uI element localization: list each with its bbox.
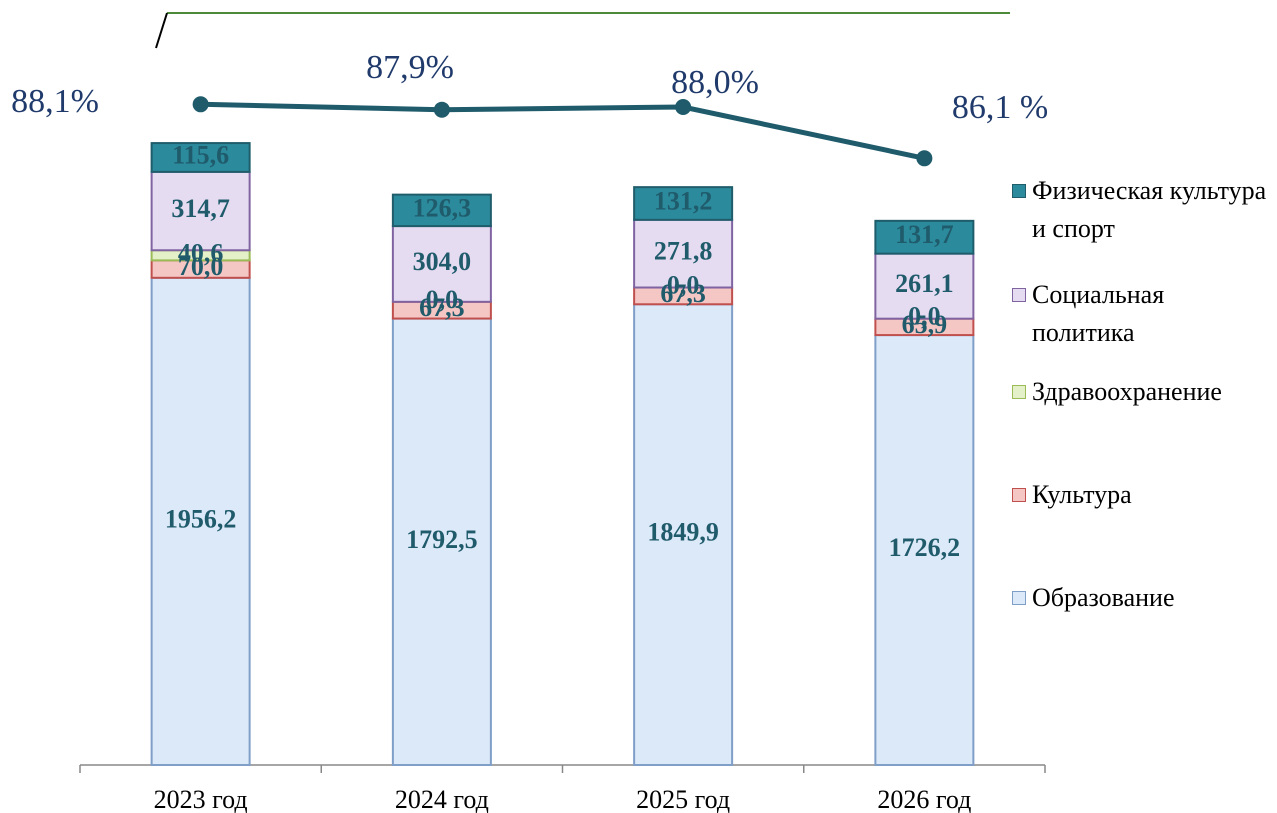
- data-label: 261,1: [895, 269, 954, 298]
- line-point: [675, 99, 692, 115]
- bar-segment: [150, 276, 251, 766]
- data-label: 115,6: [172, 140, 229, 169]
- legend-swatch: [1012, 488, 1026, 502]
- x-tick-label: 2023 год: [154, 785, 248, 813]
- legend-label: Здравоохранение: [1032, 377, 1222, 406]
- decor-slash: [155, 12, 168, 49]
- x-tick-label: 2026 год: [877, 785, 971, 813]
- data-label: 0,0: [908, 302, 941, 331]
- data-label: 67,3: [660, 279, 706, 308]
- x-tick-label: 2025 год: [636, 785, 730, 813]
- line-label: 87,9%: [366, 49, 454, 86]
- legend-item: Физическая культура и спорт: [1012, 172, 1272, 248]
- bar-segment: [391, 317, 492, 766]
- line-label: 86,1 %: [952, 89, 1048, 126]
- bar-segment: [874, 252, 975, 320]
- data-label: 65,9: [902, 310, 948, 339]
- legend-swatch: [1012, 591, 1026, 605]
- data-label: 126,3: [413, 193, 472, 222]
- legend-label: Культура: [1032, 480, 1132, 509]
- data-label: 131,7: [895, 220, 954, 249]
- legend-swatch: [1012, 385, 1026, 399]
- bar-segment: [391, 225, 492, 303]
- data-label: 0,0: [426, 285, 459, 314]
- legend-item: Образование: [1012, 579, 1272, 617]
- data-label: 1849,9: [647, 518, 719, 547]
- bar-segment: [633, 303, 734, 766]
- line-point: [192, 96, 209, 113]
- line-point: [916, 150, 933, 167]
- data-label: 0,0: [667, 270, 700, 299]
- legend-item: Культура: [1012, 476, 1272, 514]
- bar-segment: [874, 334, 975, 766]
- legend-label: Образование: [1032, 583, 1175, 612]
- line-label: 88,1%: [11, 83, 99, 120]
- legend-label: Физическая культура и спорт: [1032, 176, 1267, 243]
- data-label: 271,8: [654, 237, 713, 266]
- legend-item: Здравоохранение: [1012, 373, 1272, 411]
- bar-segment: [150, 170, 251, 252]
- data-label: 40,6: [178, 238, 224, 267]
- bar-segment: [874, 219, 975, 255]
- line-label: 88,0%: [671, 64, 759, 101]
- legend-swatch: [1012, 288, 1026, 302]
- data-label: 131,2: [654, 186, 713, 215]
- data-label: 304,0: [413, 247, 472, 276]
- legend-swatch: [1012, 184, 1026, 198]
- line-point: [433, 101, 450, 118]
- x-tick-label: 2024 год: [395, 785, 489, 813]
- bar-segment: [150, 142, 251, 173]
- bar-segment: [633, 186, 734, 221]
- data-label: 314,7: [171, 194, 230, 223]
- legend-label: Социальная политика: [1032, 280, 1165, 347]
- legend-item: Социальная политика: [1012, 276, 1272, 352]
- data-label: 1956,2: [165, 504, 237, 533]
- data-label: 67,3: [419, 293, 465, 322]
- bar-segment: [391, 193, 492, 228]
- line-series: [200, 101, 925, 161]
- data-label: 70,0: [178, 252, 224, 281]
- data-label: 1792,5: [406, 525, 478, 554]
- data-label: 1726,2: [889, 533, 961, 562]
